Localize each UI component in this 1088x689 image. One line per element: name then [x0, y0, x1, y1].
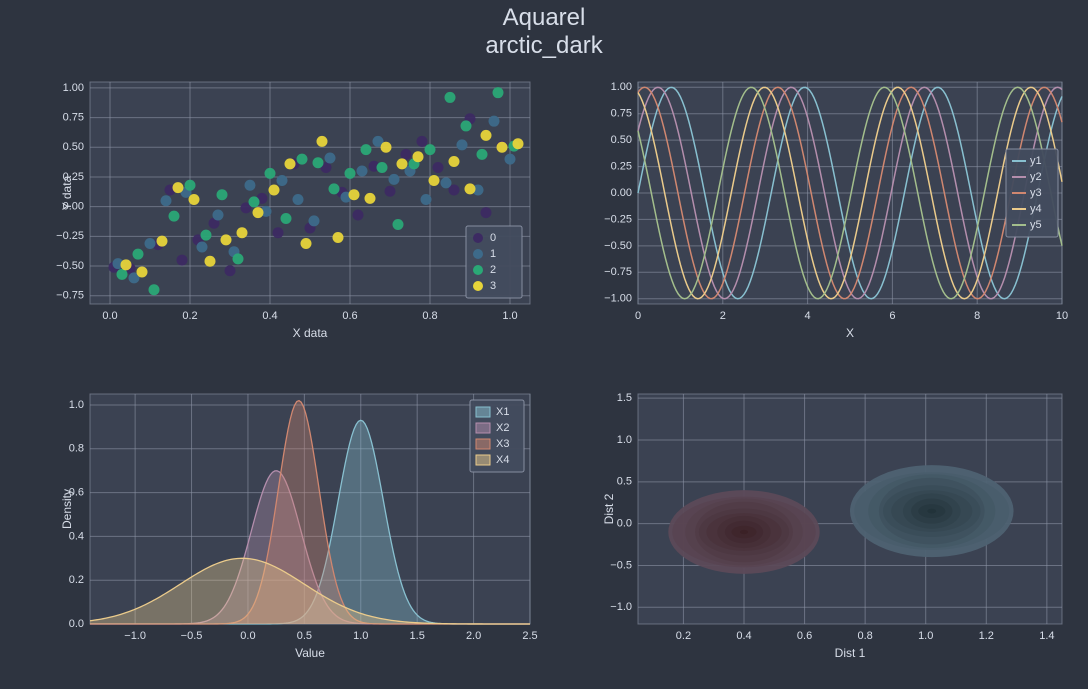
- svg-text:0.5: 0.5: [297, 630, 312, 642]
- svg-text:2: 2: [720, 310, 726, 322]
- svg-text:0.6: 0.6: [342, 310, 357, 322]
- svg-text:−1.0: −1.0: [610, 601, 632, 613]
- lines-svg: 0 2 4 6 8 10 −1.00 −0.75 −0.50 −0.25 0.00 0.25 0.50 0…: [598, 78, 1066, 338]
- svg-text:−1.0: −1.0: [124, 630, 146, 642]
- svg-text:0.0: 0.0: [617, 518, 632, 530]
- svg-text:0.2: 0.2: [676, 630, 691, 642]
- svg-text:1: 1: [490, 248, 496, 260]
- svg-text:2.5: 2.5: [522, 630, 537, 642]
- svg-text:0.25: 0.25: [611, 160, 632, 172]
- svg-text:Y data: Y data: [60, 175, 74, 210]
- svg-text:y5: y5: [1030, 219, 1042, 231]
- svg-text:0.8: 0.8: [422, 310, 437, 322]
- svg-text:2.0: 2.0: [466, 630, 481, 642]
- svg-text:0.0: 0.0: [102, 310, 117, 322]
- svg-text:0.8: 0.8: [69, 443, 84, 455]
- svg-text:0.5: 0.5: [617, 476, 632, 488]
- svg-text:2: 2: [490, 264, 496, 276]
- svg-text:0.2: 0.2: [69, 574, 84, 586]
- subplot-scatter: 0.00.20.40.60.81.0−0.75−0.50−0.250.000.2…: [56, 78, 536, 338]
- svg-text:0.2: 0.2: [182, 310, 197, 322]
- svg-text:0.50: 0.50: [63, 141, 84, 153]
- svg-text:0.0: 0.0: [240, 630, 255, 642]
- svg-text:0.4: 0.4: [736, 630, 751, 642]
- svg-text:−0.25: −0.25: [604, 213, 632, 225]
- svg-text:−0.5: −0.5: [181, 630, 203, 642]
- svg-text:X3: X3: [496, 438, 509, 450]
- svg-text:−1.00: −1.00: [604, 293, 632, 305]
- svg-text:0.50: 0.50: [611, 134, 632, 146]
- figure-title-block: Aquarel arctic_dark: [0, 4, 1088, 59]
- svg-text:Dist 1: Dist 1: [835, 646, 866, 660]
- kde-svg: −1.0−0.50.00.51.01.52.02.50.00.20.40.60.…: [56, 390, 536, 658]
- svg-text:3: 3: [490, 280, 496, 292]
- svg-text:1.0: 1.0: [353, 630, 368, 642]
- svg-text:0.0: 0.0: [69, 618, 84, 630]
- svg-text:1.0: 1.0: [502, 310, 517, 322]
- svg-text:1.00: 1.00: [611, 81, 632, 93]
- svg-text:0.8: 0.8: [857, 630, 872, 642]
- scatter-svg: 0.00.20.40.60.81.0−0.75−0.50−0.250.000.2…: [56, 78, 536, 338]
- subplot-lines: 0 2 4 6 8 10 −1.00 −0.75 −0.50 −0.25 0.00 0.25 0.50 0…: [598, 78, 1066, 338]
- svg-text:0.4: 0.4: [69, 530, 84, 542]
- svg-text:1.0: 1.0: [69, 399, 84, 411]
- svg-text:8: 8: [974, 310, 980, 322]
- subplot-kde2d: 0.2 0.4 0.6 0.8 1.0 1.2 1.4 −1.0 −0.5 0.0 0.5 1.0 1.…: [598, 390, 1066, 658]
- svg-text:y4: y4: [1030, 203, 1042, 215]
- svg-text:10: 10: [1056, 310, 1068, 322]
- svg-text:−0.50: −0.50: [56, 260, 84, 272]
- svg-text:1.2: 1.2: [979, 630, 994, 642]
- svg-text:Value: Value: [295, 646, 325, 660]
- svg-text:1.0: 1.0: [918, 630, 933, 642]
- svg-text:X1: X1: [496, 406, 509, 418]
- svg-text:Dist 2: Dist 2: [602, 493, 616, 524]
- svg-text:−0.75: −0.75: [604, 266, 632, 278]
- subplot-kde: −1.0−0.50.00.51.01.52.02.50.00.20.40.60.…: [56, 390, 536, 658]
- svg-text:0.6: 0.6: [797, 630, 812, 642]
- svg-text:y1: y1: [1030, 155, 1042, 167]
- svg-text:0.75: 0.75: [611, 108, 632, 120]
- svg-text:1.5: 1.5: [410, 630, 425, 642]
- svg-text:6: 6: [889, 310, 895, 322]
- svg-text:1.0: 1.0: [617, 434, 632, 446]
- svg-text:0.75: 0.75: [63, 112, 84, 124]
- svg-text:X2: X2: [496, 422, 509, 434]
- svg-text:y2: y2: [1030, 171, 1042, 183]
- svg-text:−0.75: −0.75: [56, 290, 84, 302]
- svg-text:−0.5: −0.5: [610, 559, 632, 571]
- svg-text:X: X: [846, 326, 854, 340]
- svg-text:0.4: 0.4: [262, 310, 277, 322]
- svg-text:Density: Density: [60, 489, 74, 529]
- svg-text:1.4: 1.4: [1039, 630, 1054, 642]
- svg-text:1.00: 1.00: [63, 82, 84, 94]
- svg-text:0.00: 0.00: [611, 187, 632, 199]
- svg-text:−0.25: −0.25: [56, 230, 84, 242]
- figure: Aquarel arctic_dark 0.0 0.2 0.4 0.6 0.8 1.0 −0…: [0, 0, 1088, 689]
- svg-text:1.5: 1.5: [617, 392, 632, 404]
- svg-text:X4: X4: [496, 454, 509, 466]
- svg-text:X data: X data: [293, 326, 328, 340]
- figure-title-line1: Aquarel: [0, 4, 1088, 32]
- svg-text:0: 0: [635, 310, 641, 322]
- kde2d-svg: 0.2 0.4 0.6 0.8 1.0 1.2 1.4 −1.0 −0.5 0.0 0.5 1.0 1.…: [598, 390, 1066, 658]
- svg-text:4: 4: [805, 310, 811, 322]
- svg-text:y3: y3: [1030, 187, 1042, 199]
- svg-text:0: 0: [490, 232, 496, 244]
- figure-title-line2: arctic_dark: [0, 32, 1088, 60]
- svg-text:−0.50: −0.50: [604, 240, 632, 252]
